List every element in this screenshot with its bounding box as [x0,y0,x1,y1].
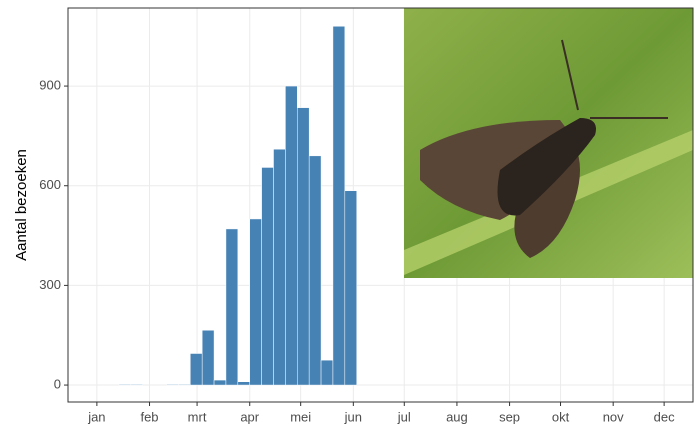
x-tick-label: jul [397,409,411,424]
x-tick-label: jun [344,409,362,424]
bar [213,379,227,386]
x-tick-label: nov [603,409,624,424]
bar [273,148,286,386]
bar [297,107,310,386]
x-tick-label: jan [87,409,105,424]
bar [332,26,346,386]
bar [249,218,262,386]
bar [166,384,179,386]
bar [225,228,239,386]
bar [190,353,203,386]
y-tick-label: 0 [54,376,61,391]
bar [201,329,215,386]
bar [130,384,143,386]
bar [320,359,334,386]
x-tick-label: dec [654,409,675,424]
x-tick-label: feb [140,409,158,424]
x-tick-label: okt [552,409,570,424]
x-tick-label: mrt [188,409,207,424]
x-tick-label: mei [290,409,311,424]
y-tick-label: 900 [39,78,61,93]
x-tick-label: apr [240,409,259,424]
y-axis-title: Aantal bezoeken [13,149,30,261]
bar [285,85,298,386]
y-tick-label: 600 [39,177,61,192]
bar [118,384,132,386]
bar [308,155,322,386]
bar [344,190,357,386]
x-tick-label: sep [499,409,520,424]
bar [261,167,274,386]
bar [178,384,191,386]
bar [237,381,250,386]
panel-border [67,7,694,403]
y-tick-label: 300 [39,277,61,292]
photo [404,8,693,278]
x-tick-label: aug [446,409,468,424]
